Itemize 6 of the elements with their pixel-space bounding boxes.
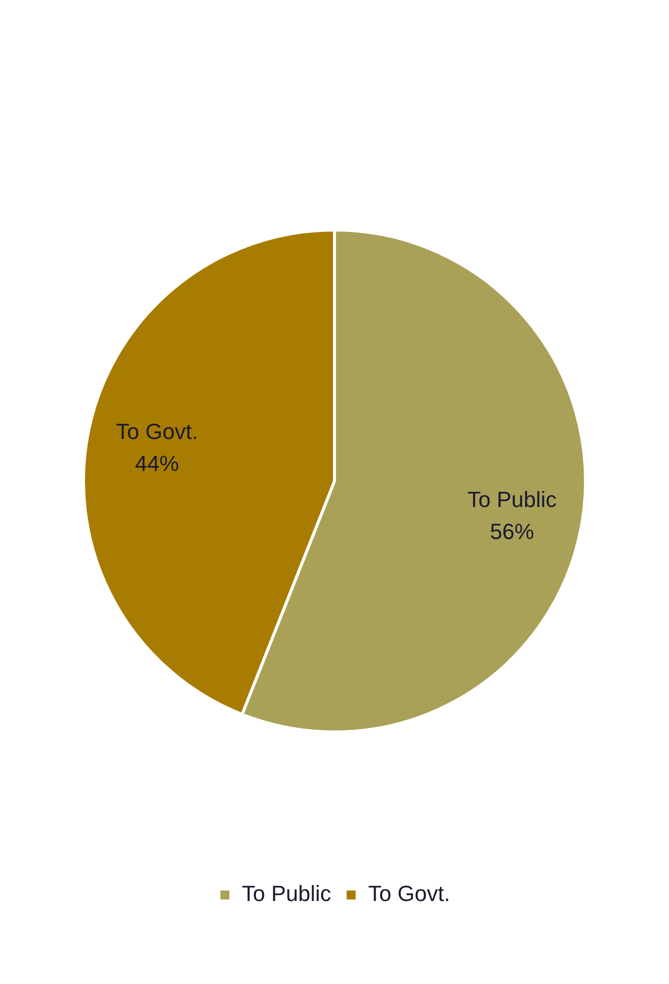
legend-label: To Public [242,881,332,906]
slice-label: To Public [467,486,557,512]
legend-label: To Govt. [368,881,450,906]
data-label: 44% [134,451,180,476]
data-label: 56% [490,518,534,544]
slice-label: To Govt. [116,419,198,444]
